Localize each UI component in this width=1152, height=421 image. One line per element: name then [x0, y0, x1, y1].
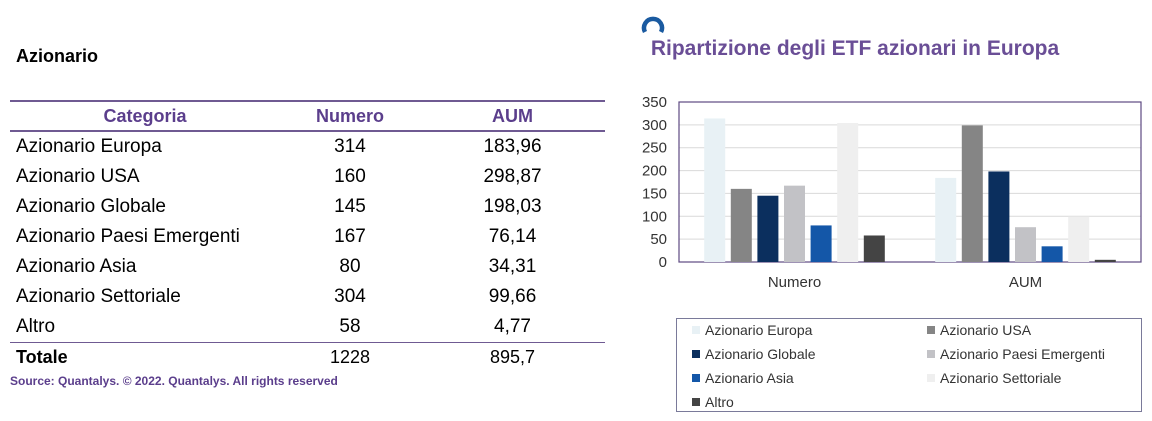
table-title: Azionario [16, 46, 99, 66]
bar [730, 188, 752, 262]
bar [810, 225, 832, 262]
bar [1068, 216, 1090, 262]
plot-frame [678, 101, 1142, 263]
total-label: Totale [10, 342, 280, 371]
bar [1094, 259, 1116, 262]
table-total-row: Totale 1228 895,7 [10, 342, 605, 371]
legend-label: Azionario USA [940, 322, 1032, 338]
legend-item: Azionario Globale [692, 346, 816, 362]
bar [935, 177, 957, 262]
table-header-row: Categoria Numero AUM [10, 100, 605, 132]
legend-swatch [692, 350, 700, 358]
header-categoria: Categoria [10, 100, 280, 132]
cell-categoria: Azionario USA [16, 166, 140, 187]
bar [837, 123, 859, 263]
y-tick-label: 0 [659, 254, 667, 271]
legend-label: Azionario Globale [705, 346, 816, 362]
bar [1041, 246, 1063, 262]
cell-aum: 4,77 [494, 316, 531, 337]
header-numero: Numero [280, 100, 420, 132]
legend-label: Azionario Paesi Emergenti [940, 346, 1105, 362]
bar [784, 185, 805, 262]
legend-item: Azionario Settoriale [927, 370, 1061, 386]
source-note: Source: Quantalys. © 2022. Quantalys. Al… [10, 374, 338, 388]
legend-swatch [927, 350, 935, 358]
y-tick-label: 250 [642, 140, 667, 157]
bar [757, 195, 779, 262]
y-tick-label: 50 [650, 231, 667, 248]
cell-numero: 304 [334, 286, 366, 307]
cell-categoria: Azionario Globale [16, 196, 166, 217]
legend-item: Azionario Paesi Emergenti [927, 346, 1105, 362]
cell-categoria: Altro [16, 316, 56, 337]
cell-aum: 198,03 [483, 196, 542, 217]
cell-categoria: Azionario Paesi Emergenti [16, 226, 240, 247]
total-numero: 1228 [280, 342, 420, 371]
legend-item: Azionario Asia [692, 370, 794, 386]
cell-numero: 145 [334, 196, 366, 217]
legend-item: Azionario Europa [692, 322, 812, 338]
y-tick-label: 100 [642, 208, 667, 225]
table-row: Azionario Asia 80 34,31 [10, 252, 605, 282]
cell-categoria: Azionario Europa [16, 136, 162, 157]
header-aum: AUM [420, 100, 605, 132]
table-row: Altro 58 4,77 [10, 312, 605, 343]
legend-swatch [692, 326, 700, 334]
legend-swatch [692, 374, 700, 382]
cell-numero: 80 [339, 256, 361, 277]
total-aum: 895,7 [420, 342, 605, 371]
cell-aum: 298,87 [483, 166, 542, 187]
chart-legend: Azionario Europa Azionario USA Azionario G… [676, 318, 1142, 412]
legend-item: Altro [692, 394, 734, 410]
legend-label: Azionario Settoriale [940, 370, 1062, 386]
table-row: Azionario Globale 145 198,03 [10, 192, 605, 222]
legend-swatch [927, 326, 935, 334]
y-tick-label: 300 [642, 117, 667, 134]
x-tick-label: AUM [1009, 274, 1042, 291]
cell-numero: 167 [334, 226, 366, 247]
y-tick-label: 150 [642, 185, 667, 202]
table-row: Azionario USA 160 298,87 [10, 162, 605, 192]
x-tick-label: Numero [768, 274, 821, 291]
cell-aum: 34,31 [488, 256, 537, 277]
chart-title: Ripartizione degli ETF azionari in Europ… [650, 37, 1060, 60]
etf-table: Categoria Numero AUM Azionario Europa 31… [10, 100, 605, 371]
cell-aum: 76,14 [488, 226, 537, 247]
cell-numero: 160 [334, 166, 366, 187]
cell-categoria: Azionario Asia [16, 256, 137, 277]
table-row: Azionario Settoriale 304 99,66 [10, 282, 605, 312]
cell-aum: 99,66 [488, 286, 537, 307]
bar [863, 235, 885, 262]
legend-label: Azionario Europa [705, 322, 813, 338]
legend-label: Altro [705, 394, 734, 410]
bar [704, 118, 726, 262]
table-row: Azionario Paesi Emergenti 167 76,14 [10, 222, 605, 252]
quantalys-logo-icon [641, 16, 665, 34]
y-tick-label: 350 [642, 94, 667, 111]
cell-aum: 183,96 [483, 136, 542, 157]
table-row: Azionario Europa 314 183,96 [10, 131, 605, 162]
legend-label: Azionario Asia [705, 370, 794, 386]
legend-item: Azionario USA [927, 322, 1031, 338]
cell-numero: 314 [334, 136, 366, 157]
bar [1015, 227, 1036, 262]
bar [988, 171, 1010, 262]
y-tick-label: 200 [642, 163, 667, 180]
cell-numero: 58 [339, 316, 361, 337]
legend-swatch [927, 374, 935, 382]
bar [961, 125, 983, 262]
legend-swatch [692, 398, 700, 406]
cell-categoria: Azionario Settoriale [16, 286, 181, 307]
